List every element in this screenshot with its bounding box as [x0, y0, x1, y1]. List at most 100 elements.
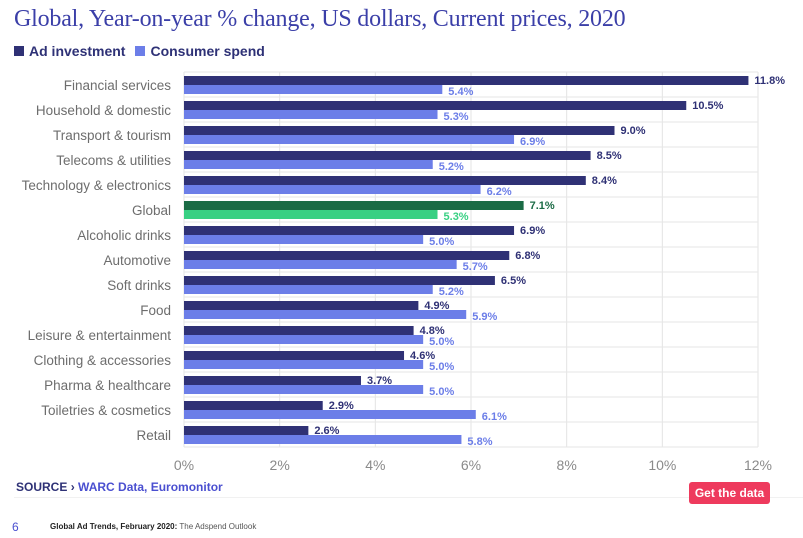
x-tick-label: 2% — [270, 457, 290, 473]
legend-label-consumer-spend: Consumer spend — [150, 43, 265, 59]
legend-swatch-consumer-spend — [135, 46, 146, 56]
footer-text: Global Ad Trends, February 2020: The Ads… — [50, 522, 256, 531]
data-label-consumer-spend: 5.8% — [467, 436, 492, 448]
data-label-ad-investment: 6.5% — [501, 275, 526, 287]
bar-ad-investment-clothing-and-accessories — [184, 351, 405, 360]
bar-ad-investment-transport-and-tourism — [184, 126, 615, 135]
data-label-consumer-spend: 5.3% — [444, 211, 469, 223]
data-label-consumer-spend: 5.0% — [429, 361, 454, 373]
bar-ad-investment-leisure-and-entertainment — [184, 326, 414, 335]
bar-ad-investment-household-and-domestic — [184, 101, 687, 110]
bar-ad-investment-automotive — [184, 251, 510, 260]
legend-item-consumer-spend: Consumer spend — [135, 43, 265, 59]
data-label-ad-investment: 4.8% — [420, 325, 445, 337]
footer-subtitle: The Adspend Outlook — [179, 522, 257, 531]
category-label-leisure-and-entertainment: Leisure & entertainment — [28, 328, 172, 343]
bar-consumer-spend-technology-and-electronics — [184, 185, 481, 194]
legend-item-ad-investment: Ad investment — [14, 43, 125, 59]
bar-consumer-spend-toiletries-and-cosmetics — [184, 410, 476, 419]
bar-ad-investment-financial-services — [184, 76, 749, 85]
category-label-global: Global — [132, 203, 171, 218]
bar-consumer-spend-clothing-and-accessories — [184, 360, 424, 369]
category-label-toiletries-and-cosmetics: Toiletries & cosmetics — [41, 403, 171, 418]
category-label-retail: Retail — [136, 428, 171, 443]
data-label-consumer-spend: 5.3% — [444, 111, 469, 123]
data-label-ad-investment: 9.0% — [621, 125, 646, 137]
footer-publication: Global Ad Trends, February 2020: — [50, 522, 178, 531]
source-note: SOURCE › WARC Data, Euromonitor — [16, 480, 223, 494]
data-label-consumer-spend: 5.9% — [472, 311, 497, 323]
data-label-consumer-spend: 6.2% — [487, 186, 512, 198]
data-label-ad-investment: 4.9% — [424, 300, 449, 312]
legend: Ad investment Consumer spend — [14, 43, 275, 59]
category-label-automotive: Automotive — [103, 253, 171, 268]
data-label-ad-investment: 6.8% — [515, 250, 540, 262]
legend-swatch-ad-investment — [14, 46, 24, 56]
data-label-ad-investment: 2.6% — [314, 425, 339, 437]
data-label-ad-investment: 6.9% — [520, 225, 545, 237]
bar-consumer-spend-financial-services — [184, 85, 443, 94]
category-label-food: Food — [140, 303, 171, 318]
category-label-soft-drinks: Soft drinks — [107, 278, 171, 293]
page-number: 6 — [12, 520, 19, 534]
category-label-transport-and-tourism: Transport & tourism — [53, 128, 171, 143]
bar-consumer-spend-retail — [184, 435, 462, 444]
x-tick-label: 10% — [648, 457, 676, 473]
bar-consumer-spend-global — [184, 210, 438, 219]
legend-label-ad-investment: Ad investment — [29, 43, 126, 59]
category-label-clothing-and-accessories: Clothing & accessories — [34, 353, 172, 368]
data-label-consumer-spend: 5.7% — [463, 261, 488, 273]
x-tick-label: 6% — [461, 457, 481, 473]
data-label-ad-investment: 4.6% — [410, 350, 435, 362]
bar-chart: 0% 2% 4% 6% 8% 10% 12% Financial services 11.8% 5… — [22, 71, 785, 473]
data-label-ad-investment: 8.4% — [592, 175, 617, 187]
chart-title: Global, Year-on-year % change, US dollar… — [14, 6, 626, 32]
bar-consumer-spend-leisure-and-entertainment — [184, 335, 424, 344]
bar-consumer-spend-food — [184, 310, 467, 319]
x-tick-label: 12% — [744, 457, 772, 473]
data-label-ad-investment: 2.9% — [329, 400, 354, 412]
source-value: WARC Data, Euromonitor — [78, 480, 223, 494]
category-label-financial-services: Financial services — [64, 78, 172, 93]
data-label-consumer-spend: 5.0% — [429, 386, 454, 398]
data-label-consumer-spend: 6.9% — [520, 136, 545, 148]
bar-ad-investment-soft-drinks — [184, 276, 495, 285]
bar-ad-investment-toiletries-and-cosmetics — [184, 401, 323, 410]
bar-ad-investment-global — [184, 201, 524, 210]
source-label: SOURCE — [16, 480, 68, 494]
x-tick-label: 0% — [174, 457, 194, 473]
bar-consumer-spend-alcoholic-drinks — [184, 235, 424, 244]
bar-ad-investment-telecoms-and-utilities — [184, 151, 591, 160]
data-label-consumer-spend: 5.2% — [439, 161, 464, 173]
get-the-data-button[interactable]: Get the data — [689, 482, 770, 504]
data-label-consumer-spend: 6.1% — [482, 411, 507, 423]
category-label-telecoms-and-utilities: Telecoms & utilities — [56, 153, 171, 168]
data-label-ad-investment: 10.5% — [692, 100, 723, 112]
data-label-ad-investment: 11.8% — [754, 75, 785, 87]
bar-consumer-spend-household-and-domestic — [184, 110, 438, 119]
data-label-consumer-spend: 5.0% — [429, 236, 454, 248]
category-label-pharma-and-healthcare: Pharma & healthcare — [44, 378, 171, 393]
bar-consumer-spend-telecoms-and-utilities — [184, 160, 433, 169]
data-label-consumer-spend: 5.4% — [448, 86, 473, 98]
bar-consumer-spend-automotive — [184, 260, 457, 269]
x-tick-label: 4% — [365, 457, 385, 473]
source-separator: › — [70, 480, 75, 494]
bar-consumer-spend-transport-and-tourism — [184, 135, 515, 144]
footer-divider — [14, 497, 803, 498]
bar-ad-investment-retail — [184, 426, 309, 435]
category-label-alcoholic-drinks: Alcoholic drinks — [77, 228, 171, 243]
bar-consumer-spend-pharma-and-healthcare — [184, 385, 424, 394]
bar-consumer-spend-soft-drinks — [184, 285, 433, 294]
data-label-ad-investment: 7.1% — [530, 200, 555, 212]
bar-ad-investment-technology-and-electronics — [184, 176, 586, 185]
x-tick-label: 8% — [557, 457, 577, 473]
bar-ad-investment-food — [184, 301, 419, 310]
category-label-technology-and-electronics: Technology & electronics — [22, 178, 172, 193]
data-label-consumer-spend: 5.0% — [429, 336, 454, 348]
data-label-ad-investment: 3.7% — [367, 375, 392, 387]
bar-ad-investment-alcoholic-drinks — [184, 226, 515, 235]
data-label-consumer-spend: 5.2% — [439, 286, 464, 298]
category-label-household-and-domestic: Household & domestic — [36, 103, 171, 118]
data-label-ad-investment: 8.5% — [597, 150, 622, 162]
